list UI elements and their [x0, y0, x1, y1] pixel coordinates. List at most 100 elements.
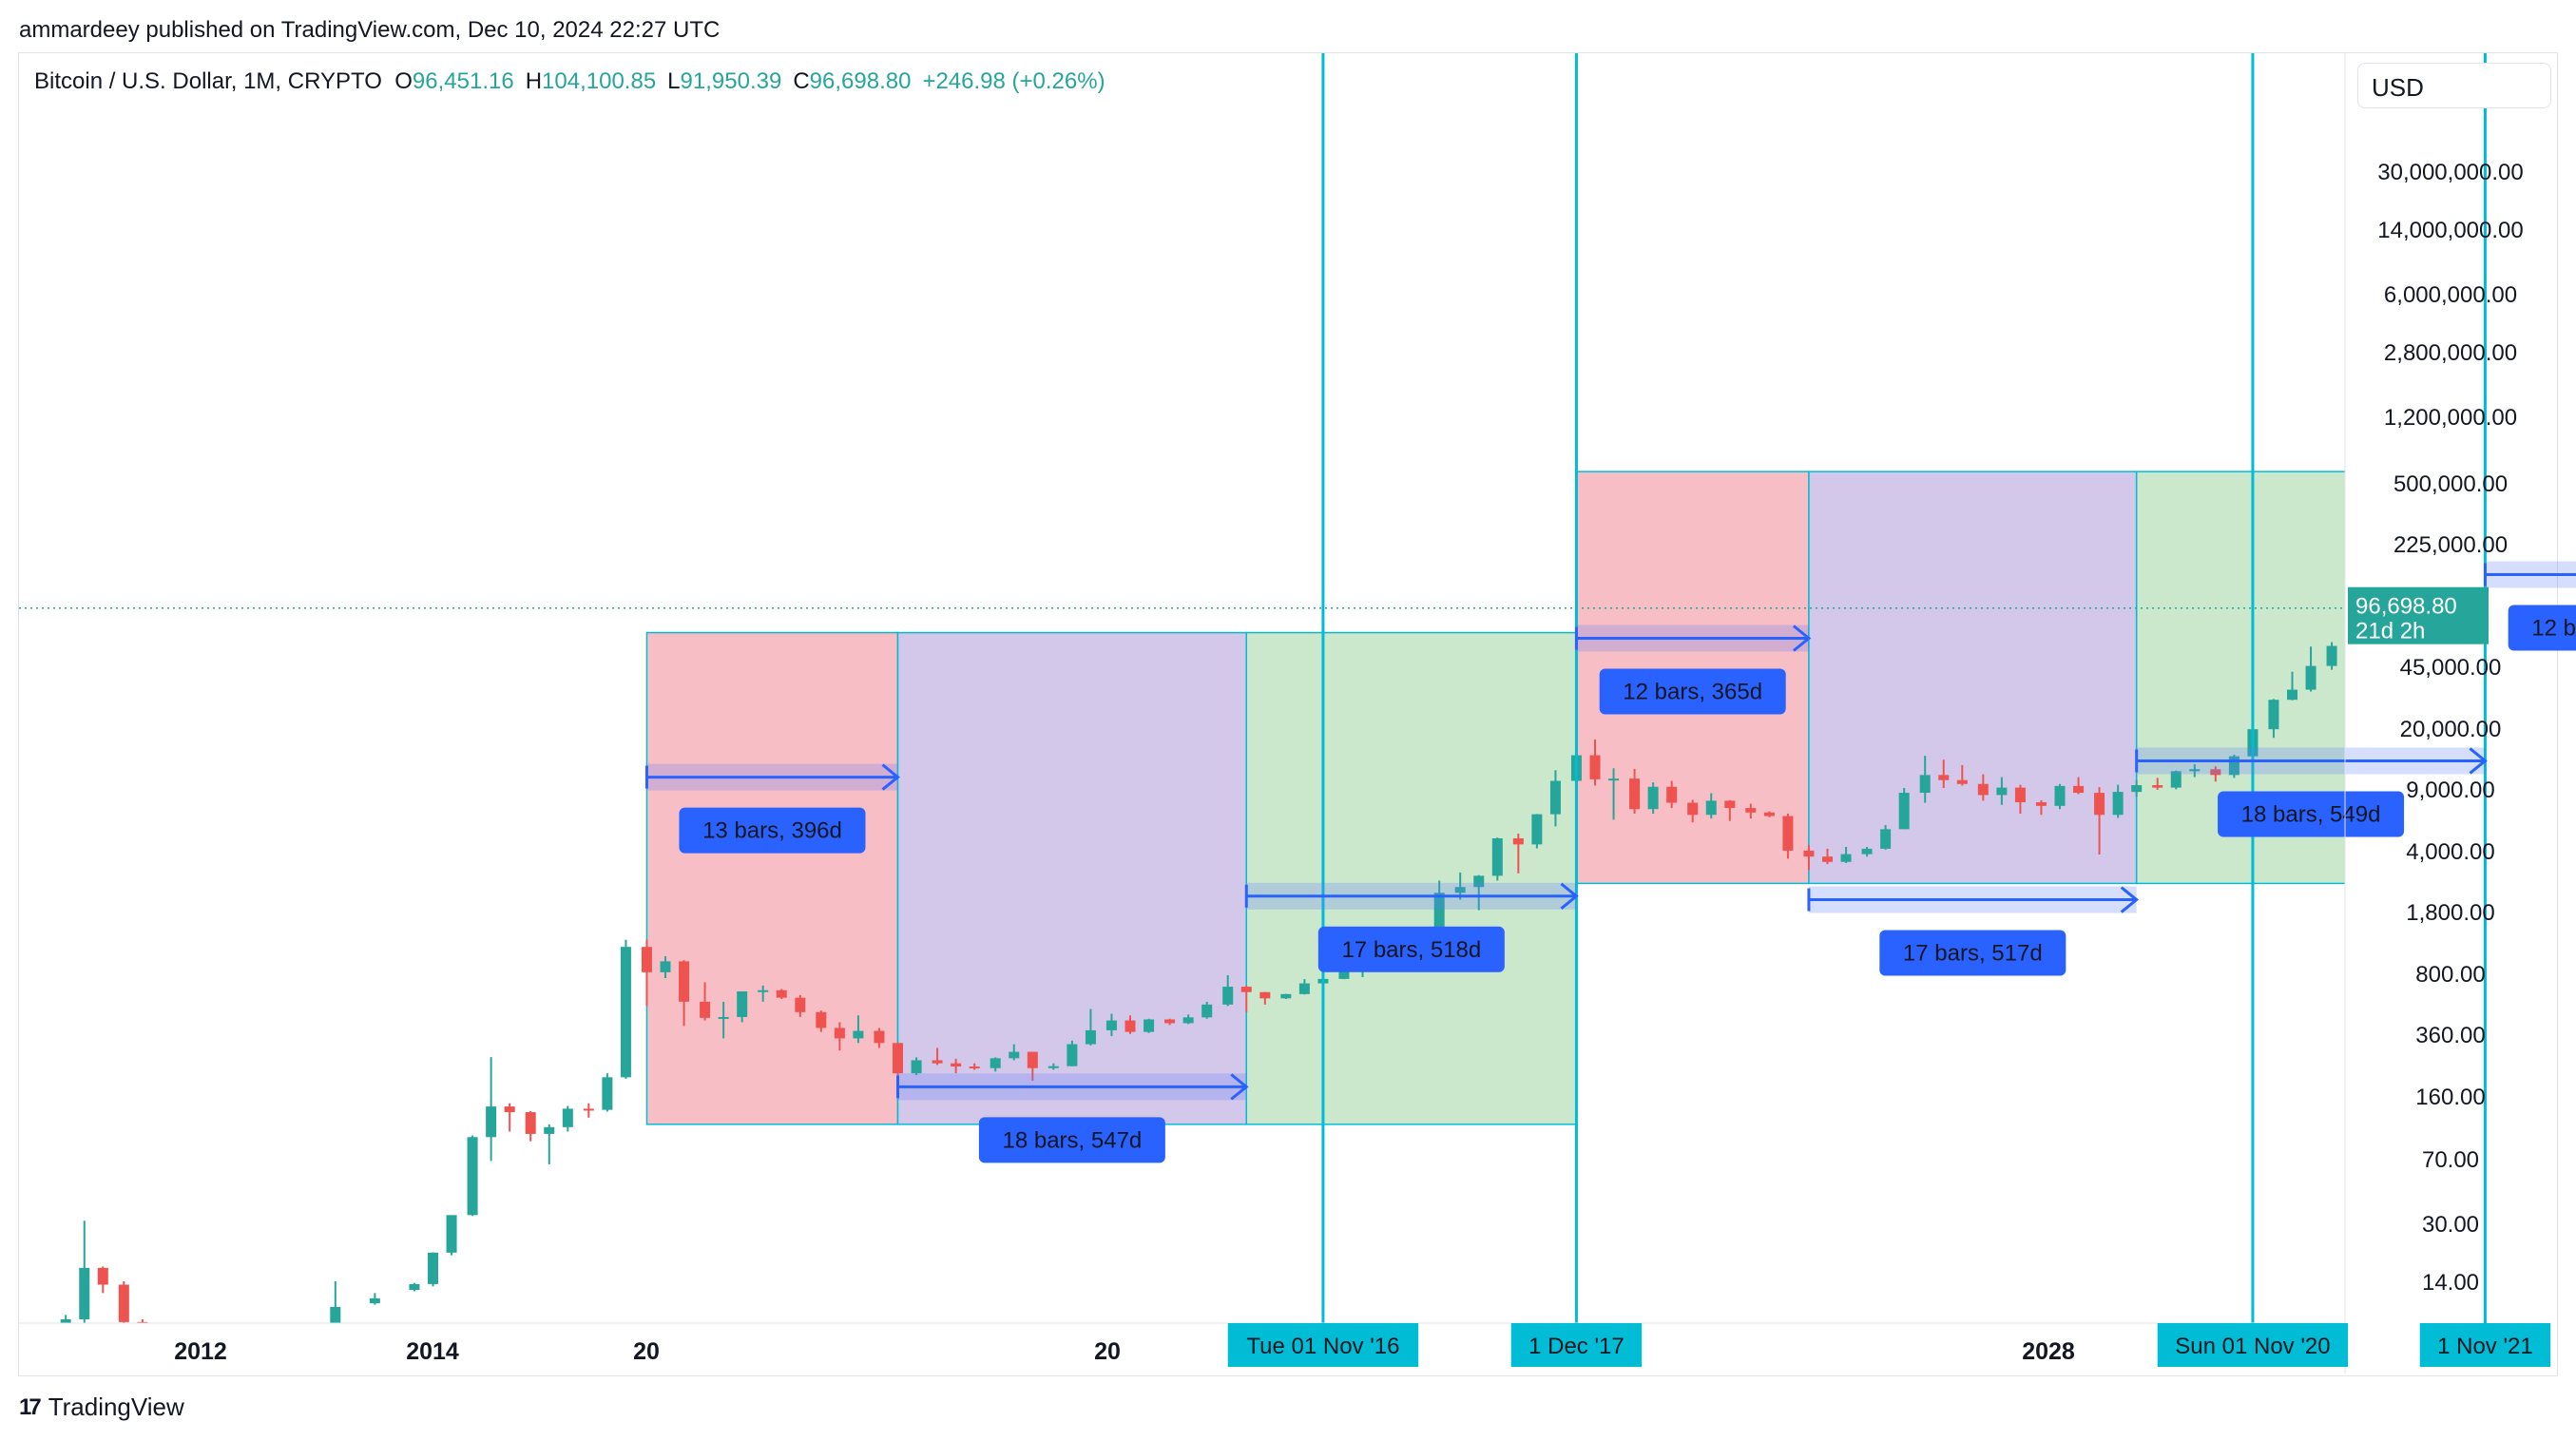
- time-tick: 20: [633, 1338, 660, 1365]
- candle: [1861, 848, 1873, 855]
- candle: [758, 989, 769, 992]
- candle: [2073, 785, 2085, 794]
- date-marker-box: [1227, 1323, 1419, 1367]
- price-tick: 2,800,000.00: [2384, 340, 2517, 366]
- candle: [1454, 887, 1466, 893]
- measure-label: 18 bars, 547d: [1002, 1127, 1142, 1153]
- candle: [2305, 665, 2316, 690]
- symbol-title[interactable]: Bitcoin / U.S. Dollar, 1M, CRYPTO: [34, 68, 382, 94]
- candle: [2189, 769, 2201, 772]
- candle: [428, 1252, 438, 1284]
- candle: [2094, 793, 2105, 816]
- candle: [2326, 645, 2337, 666]
- cycle-zone-purple: [1808, 471, 2138, 885]
- measure-label: 12 bars, 365d: [1623, 680, 1762, 705]
- candle: [874, 1030, 885, 1044]
- measure-label-box: [1317, 926, 1505, 972]
- candle: [737, 991, 748, 1017]
- candle: [2538, 669, 2548, 678]
- candle: [2559, 665, 2569, 669]
- candle: [1763, 812, 1775, 817]
- candle: [1724, 800, 1736, 809]
- candle: [1880, 829, 1892, 849]
- price-tick: 160.00: [2415, 1085, 2485, 1110]
- currency-selector[interactable]: USD: [2357, 63, 2551, 108]
- candle: [2385, 681, 2395, 685]
- candle: [2112, 792, 2124, 816]
- measure-label: 17 bars, 517d: [1903, 941, 2043, 967]
- candle: [641, 947, 652, 972]
- candle: [504, 1106, 515, 1113]
- candle: [816, 1011, 827, 1028]
- measure-label: 13 bars, 396d: [702, 818, 842, 844]
- candle: [2364, 647, 2374, 681]
- measure-label: 12 bars, 365d: [2531, 616, 2576, 642]
- candle: [2170, 771, 2182, 788]
- price-tick: 30,000,000.00: [2377, 160, 2523, 185]
- low-value: 91,950.39: [680, 68, 782, 94]
- candle: [795, 997, 806, 1012]
- cycle-zone-red: [645, 631, 899, 1125]
- price-tick: 1,800.00: [2406, 900, 2494, 926]
- candle: [2501, 648, 2511, 664]
- candle: [2014, 787, 2026, 803]
- candle: [1201, 1004, 1213, 1018]
- candle: [679, 961, 690, 1002]
- candle: [2228, 756, 2240, 776]
- arrow-head-icon: [2120, 886, 2140, 913]
- candle: [1977, 783, 1989, 796]
- tradingview-footer: 17 TradingView: [19, 1393, 184, 1422]
- candle: [990, 1058, 1001, 1068]
- candle: [118, 1284, 129, 1322]
- price-tick: 14,000,000.00: [2377, 218, 2523, 243]
- candle: [1222, 987, 1234, 1005]
- candle: [2268, 700, 2279, 730]
- candle: [718, 1016, 729, 1019]
- candle: [562, 1108, 573, 1127]
- candle: [1125, 1020, 1136, 1032]
- date-marker-label: Tue 01 Nov '16: [1246, 1334, 1399, 1359]
- date-marker-label: 1 Nov '21: [2437, 1334, 2533, 1359]
- open-value: 96,451.16: [412, 68, 514, 94]
- cycle-zone-green: [1245, 631, 1578, 1125]
- chart-frame: [18, 52, 2558, 1376]
- candle: [525, 1112, 536, 1134]
- candle: [1240, 987, 1252, 992]
- high-value: 104,100.85: [542, 68, 657, 94]
- candle: [2210, 769, 2221, 776]
- candle: [1105, 1020, 1117, 1030]
- candle: [446, 1215, 457, 1253]
- candle: [486, 1106, 497, 1138]
- price-tick: 1,200,000.00: [2384, 405, 2517, 431]
- price-tick: 360.00: [2415, 1023, 2485, 1048]
- candle: [1085, 1029, 1096, 1045]
- date-marker-label: 1 Dec '17: [1528, 1334, 1624, 1359]
- price-tick: 20,000.00: [2400, 717, 2502, 742]
- measure-label-box: [679, 807, 866, 854]
- close-value: 96,698.80: [809, 68, 912, 94]
- brand-name: TradingView: [48, 1393, 184, 1421]
- candle: [467, 1137, 478, 1216]
- price-tick: 14.00: [2422, 1270, 2479, 1296]
- candle: [2131, 785, 2143, 793]
- candle: [1164, 1019, 1176, 1024]
- candle: [60, 1318, 71, 1323]
- candle: [1938, 775, 1950, 780]
- candle: [2345, 646, 2355, 648]
- candle: [97, 1267, 108, 1285]
- candle: [1919, 775, 1931, 794]
- measure-label-box: [1599, 668, 1786, 715]
- publisher-line: ammardeey published on TradingView.com, …: [19, 17, 721, 43]
- arrow-head-icon: [1230, 1073, 1249, 1101]
- last-price-value: 96,698.80: [2355, 594, 2457, 620]
- time-tick: 20: [1094, 1338, 1121, 1365]
- candle: [2035, 802, 2047, 806]
- date-marker-box: [2419, 1323, 2551, 1367]
- candle: [1589, 755, 1601, 779]
- measure-label-box: [978, 1117, 1165, 1163]
- change-value: +246.98 (+0.26%): [922, 68, 1105, 94]
- tradingview-logo-icon: 17: [19, 1393, 42, 1420]
- candle: [776, 989, 787, 998]
- candle: [369, 1297, 380, 1304]
